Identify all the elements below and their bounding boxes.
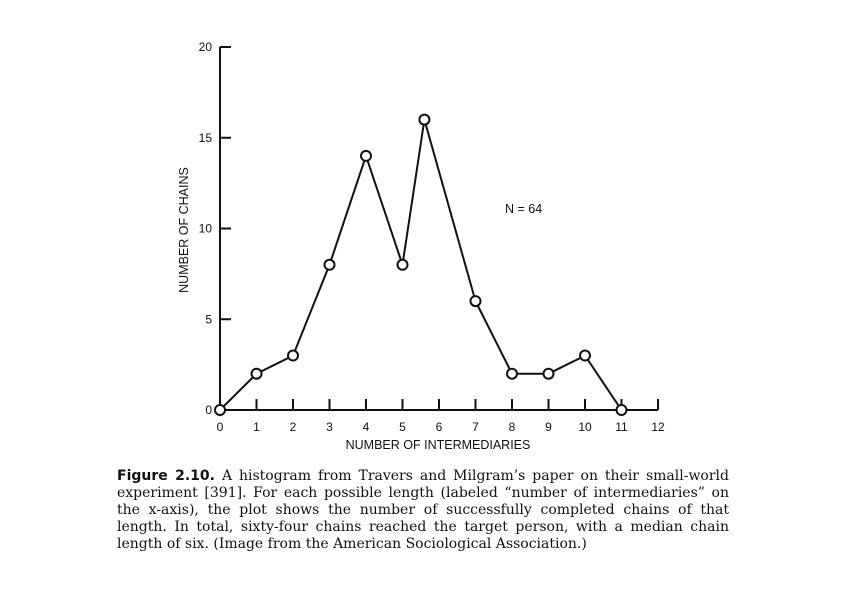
x-tick-label: 9: [545, 420, 552, 434]
y-tick-label: 20: [199, 40, 213, 54]
x-tick-label: 0: [217, 420, 224, 434]
data-point: [287, 349, 299, 362]
x-tick-label: 12: [651, 420, 665, 434]
y-axis-title: NUMBER OF CHAINS: [177, 167, 191, 293]
x-tick-label: 4: [363, 420, 370, 434]
data-points: [214, 113, 628, 416]
y-axis-ticks: 0 5 10 15 20: [199, 40, 231, 417]
data-point: [542, 367, 555, 380]
x-tick-label: 8: [509, 420, 516, 434]
x-tick-label: 11: [615, 420, 628, 434]
x-tick-label: 2: [290, 420, 297, 434]
figure-caption-text: A histogram from Travers and Milgram’s p…: [117, 468, 729, 552]
data-point: [506, 367, 518, 380]
x-tick-label: 3: [326, 420, 333, 434]
x-axis-ticks: 0 1 2 3 4 5 6 7 8 9 10 11 12: [217, 399, 665, 434]
data-point: [469, 295, 482, 308]
x-tick-label: 10: [578, 420, 592, 434]
series-line: [219, 119, 623, 411]
data-point: [615, 404, 628, 416]
x-tick-label: 1: [253, 420, 260, 434]
data-point: [323, 258, 336, 271]
x-tick-label: 6: [436, 420, 443, 434]
sample-size-annotation: N = 64: [505, 202, 542, 216]
data-point: [214, 404, 226, 416]
x-tick-label: 5: [399, 420, 406, 434]
data-point: [360, 149, 372, 162]
figure-label: Figure 2.10.: [117, 468, 215, 484]
y-tick-label: 5: [205, 312, 212, 326]
data-point: [250, 367, 263, 380]
y-tick-label: 10: [199, 222, 213, 236]
data-point: [418, 113, 431, 126]
data-point: [579, 349, 591, 362]
y-tick-label: 0: [205, 403, 212, 417]
data-point: [396, 258, 409, 271]
figure-caption: Figure 2.10. A histogram from Travers an…: [117, 468, 729, 553]
axes: [219, 47, 658, 411]
y-tick-label: 15: [199, 131, 213, 145]
x-axis-title: NUMBER OF INTERMEDIARIES: [346, 438, 531, 452]
x-tick-label: 7: [472, 420, 479, 434]
